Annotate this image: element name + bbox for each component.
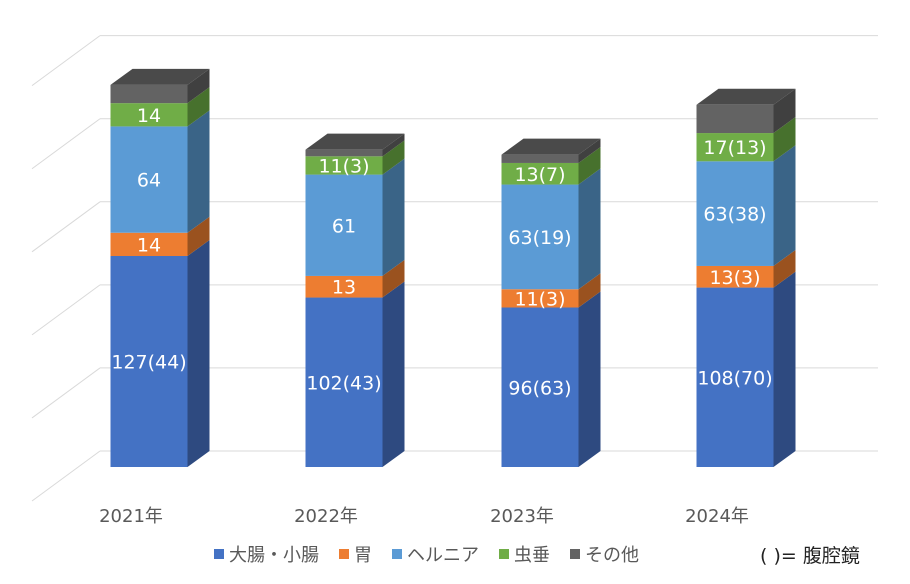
bar-top-face <box>305 133 405 150</box>
bar-segment-front <box>696 104 774 134</box>
bar-segment-front <box>305 275 383 298</box>
legend-item: 虫垂 <box>499 541 550 567</box>
bar-segment-front <box>696 287 774 467</box>
data-label: 63(19) <box>508 227 571 249</box>
bar-segment-front <box>110 232 188 256</box>
bar-segment-front <box>501 154 579 163</box>
legend-item: ヘルニア <box>392 541 479 567</box>
bar-segment-side <box>578 273 601 308</box>
data-label: 17(13) <box>703 137 766 159</box>
stacked-3d-column-chart: 127(44) 14 64 14 102(43) 13 61 11(3) 96(63) 11(3)… <box>31 35 878 527</box>
bar-segment-side <box>382 133 405 157</box>
gridline-diagonal <box>31 201 101 253</box>
legend-label: その他 <box>585 545 639 566</box>
legend-swatch-icon <box>570 549 580 559</box>
legend-swatch-icon <box>339 549 349 559</box>
bar-segment-front <box>305 297 383 467</box>
legend-item: 大腸・小腸 <box>214 541 319 567</box>
bar-segment-side <box>578 291 601 467</box>
bar-segment-side <box>187 240 210 467</box>
data-label: 11(3) <box>514 288 565 310</box>
bar-segment-side <box>773 145 796 266</box>
data-label: 63(38) <box>703 204 766 226</box>
bar-segment-front <box>696 161 774 266</box>
bar-segment-side <box>382 140 405 175</box>
legend-label: 胃 <box>354 545 372 566</box>
bar-segment-side <box>578 138 601 163</box>
bar-segment-front <box>501 289 579 308</box>
bar-segment-side <box>773 117 796 162</box>
bar-segment-side <box>382 259 405 298</box>
bar-segment-side <box>382 281 405 467</box>
data-label: 102(43) <box>306 372 381 394</box>
data-label: 13(7) <box>514 164 565 186</box>
gridline-diagonal <box>31 35 101 87</box>
bar-segment-front <box>110 84 188 104</box>
legend-item: 胃 <box>339 541 372 567</box>
bar-top-face <box>501 138 601 155</box>
bar-segment-side <box>773 271 796 467</box>
data-label: 61 <box>332 215 356 237</box>
bar-segment-side <box>578 146 601 185</box>
data-label: 96(63) <box>508 377 571 399</box>
bar-segment-side <box>382 158 405 276</box>
legend-note-laparoscopy: ( )= 腹腔鏡 <box>760 545 860 567</box>
data-label: 13(3) <box>709 267 760 289</box>
bar-stack: 108(70) 13(3) 63(38) 17(13) <box>696 88 796 467</box>
bar-segment-side <box>187 87 210 127</box>
legend: 大腸・小腸 胃 ヘルニア 虫垂 その他 <box>214 542 659 566</box>
bar-segment-side <box>187 110 210 233</box>
bar-segment-front <box>110 126 188 233</box>
x-tick-label: 2021年 <box>99 506 163 527</box>
bar-stack: 96(63) 11(3) 63(19) 13(7) <box>501 138 601 467</box>
bars: 127(44) 14 64 14 102(43) 13 61 11(3) 96(63) 11(3)… <box>110 68 796 467</box>
bar-segment-front <box>501 162 579 185</box>
legend-label: ヘルニア <box>407 545 479 566</box>
data-label: 127(44) <box>111 352 186 374</box>
x-tick-label: 2024年 <box>685 506 749 527</box>
data-label: 13 <box>332 277 356 299</box>
gridline-diagonal <box>31 118 101 170</box>
bar-segment-side <box>773 249 796 288</box>
legend-swatch-icon <box>392 549 402 559</box>
bar-segment-front <box>501 307 579 467</box>
legend-swatch-icon <box>499 549 509 559</box>
legend-item: その他 <box>570 541 639 567</box>
bar-top-face <box>696 88 796 105</box>
x-tick-label: 2023年 <box>490 506 554 527</box>
x-tick-label: 2022年 <box>294 506 358 527</box>
gridline-diagonal <box>31 367 101 419</box>
gridline-diagonal <box>31 450 101 502</box>
data-label: 14 <box>137 234 161 256</box>
data-label: 11(3) <box>318 155 369 177</box>
legend-swatch-icon <box>214 549 224 559</box>
bar-segment-side <box>578 168 601 290</box>
bar-segment-front <box>110 256 188 467</box>
bar-segment-front <box>696 265 774 288</box>
bar-top-face <box>110 68 210 85</box>
bar-segment-front <box>305 156 383 175</box>
bar-segment-side <box>187 216 210 256</box>
bar-segment-front <box>696 133 774 162</box>
data-label: 64 <box>137 170 161 192</box>
bar-segment-side <box>187 68 210 104</box>
legend-label: 大腸・小腸 <box>229 545 319 566</box>
gridline-diagonal <box>31 284 101 336</box>
bar-stack: 127(44) 14 64 14 <box>110 68 210 467</box>
bar-segment-front <box>305 149 383 157</box>
bar-segment-front <box>110 103 188 127</box>
legend-label: 虫垂 <box>514 545 550 566</box>
bar-segment-front <box>305 174 383 276</box>
x-axis-tick-labels: 2021年 2022年 2023年 2024年 <box>99 506 749 527</box>
data-label: 14 <box>137 105 161 127</box>
bar-stack: 102(43) 13 61 11(3) <box>305 133 405 467</box>
bar-segment-side <box>773 88 796 134</box>
data-label: 108(70) <box>697 367 772 389</box>
bar-segment-front <box>501 184 579 290</box>
